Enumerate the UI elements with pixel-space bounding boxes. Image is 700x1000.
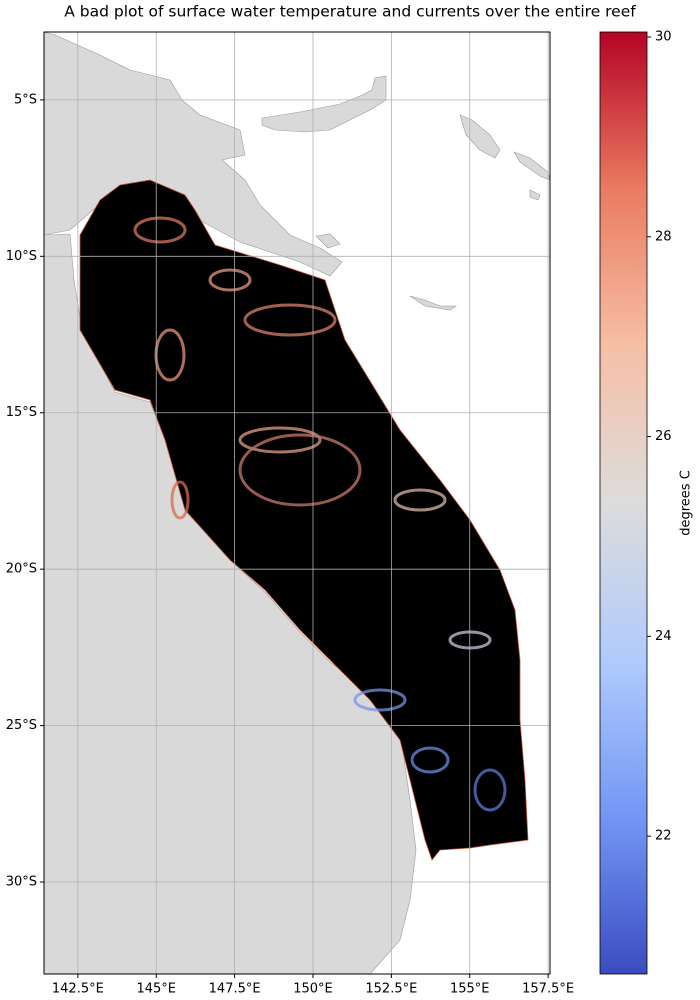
map [44,32,550,974]
island [261,75,387,133]
colorbar-label: degrees C [679,470,694,536]
island [529,189,541,201]
colorbar-tick-label: 22 [655,829,672,844]
y-tick-label: 20°S [6,562,37,577]
x-tick-label: 157.5°E [522,982,574,997]
y-tick-label: 25°S [6,718,37,733]
y-tick-label: 30°S [6,875,37,890]
x-tick-label: 142.5°E [52,982,104,997]
colorbar [599,31,648,975]
reef-region [79,179,529,861]
island [409,295,457,311]
chart-title: A bad plot of surface water temperature … [64,3,636,21]
colorbar-tick-label: 30 [655,29,672,44]
x-tick-label: 155°E [450,982,490,997]
x-tick-label: 145°E [136,982,176,997]
y-tick-label: 15°S [6,405,37,420]
colorbar-tick-label: 28 [655,229,672,244]
island [315,233,341,249]
axes-frame [43,31,551,975]
island [513,151,550,181]
x-tick-label: 147.5°E [209,982,261,997]
temperature-pattern [133,216,507,812]
x-tick-label: 150°E [293,982,333,997]
y-tick-label: 10°S [6,249,37,264]
colorbar-tick-label: 26 [655,429,672,444]
colorbar-tick-label: 24 [655,629,672,644]
y-tick-label: 5°S [14,92,37,107]
island [459,114,501,159]
x-tick-label: 152.5°E [365,982,417,997]
